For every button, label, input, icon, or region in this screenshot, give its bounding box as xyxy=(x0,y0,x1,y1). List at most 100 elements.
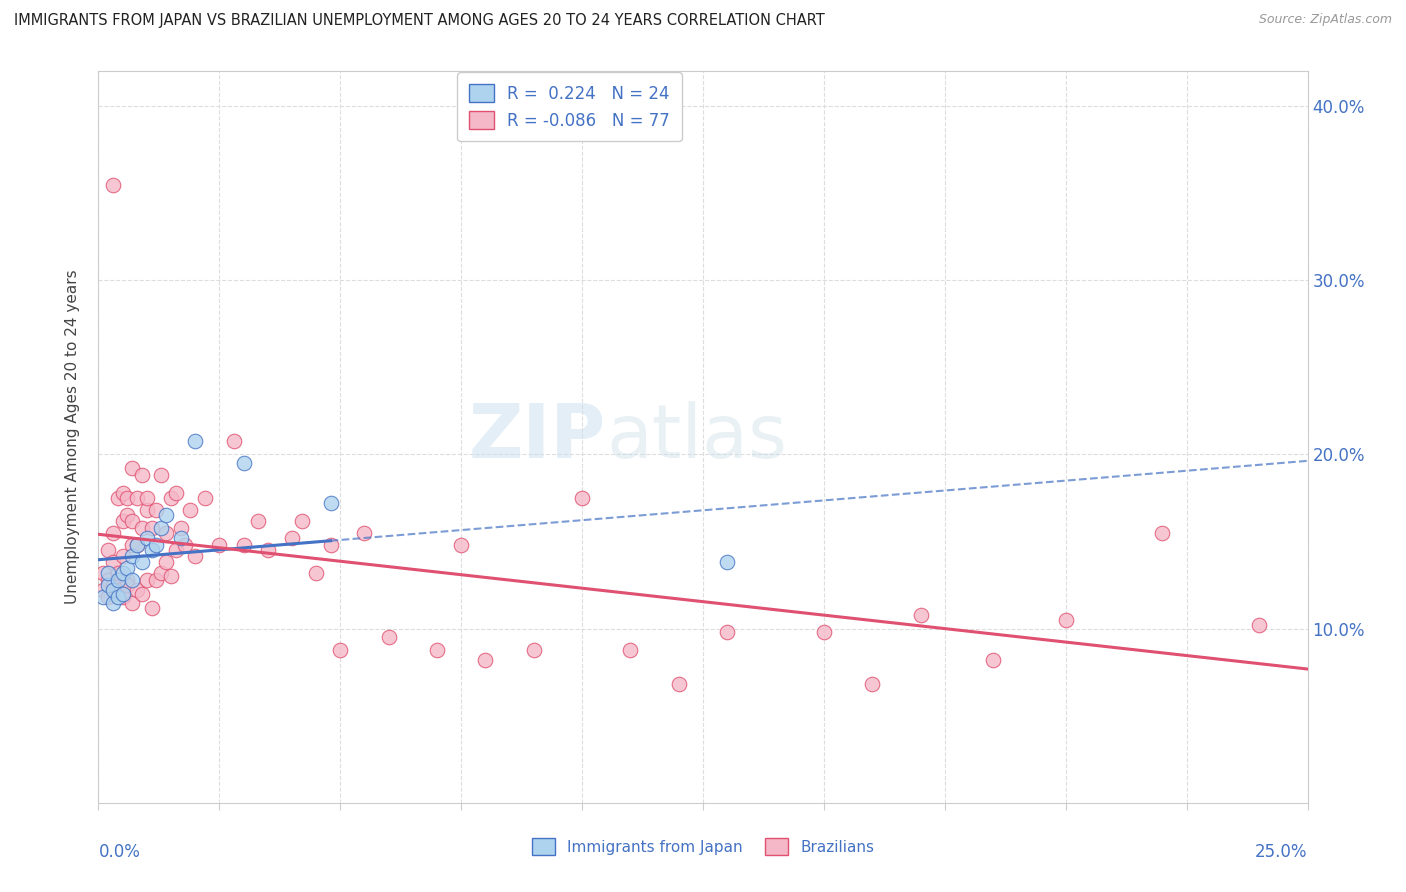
Point xyxy=(165,543,187,558)
Point xyxy=(111,514,134,528)
Point xyxy=(111,591,134,605)
Point xyxy=(131,587,153,601)
Point xyxy=(127,538,149,552)
Point xyxy=(716,556,738,570)
Point xyxy=(450,538,472,552)
Point xyxy=(117,578,139,592)
Text: atlas: atlas xyxy=(606,401,787,474)
Point xyxy=(111,549,134,563)
Point xyxy=(101,578,124,592)
Point xyxy=(131,556,153,570)
Point xyxy=(101,583,124,598)
Point xyxy=(523,642,546,657)
Point xyxy=(165,485,187,500)
Text: ZIP: ZIP xyxy=(470,401,606,474)
Point xyxy=(121,549,143,563)
Point xyxy=(121,595,143,609)
Text: 25.0%: 25.0% xyxy=(1256,843,1308,861)
Point xyxy=(169,531,191,545)
Point xyxy=(179,503,201,517)
Point xyxy=(107,583,129,598)
Point xyxy=(107,566,129,580)
Point xyxy=(160,569,183,583)
Point xyxy=(281,531,304,545)
Point xyxy=(247,514,270,528)
Point xyxy=(305,566,328,580)
Point xyxy=(107,491,129,505)
Point xyxy=(353,525,375,540)
Point xyxy=(716,625,738,640)
Point xyxy=(145,503,167,517)
Legend: Immigrants from Japan, Brazilians: Immigrants from Japan, Brazilians xyxy=(526,832,880,861)
Point xyxy=(97,578,120,592)
Point xyxy=(135,503,157,517)
Point xyxy=(290,514,312,528)
Y-axis label: Unemployment Among Ages 20 to 24 years: Unemployment Among Ages 20 to 24 years xyxy=(65,269,80,605)
Point xyxy=(1054,613,1077,627)
Point xyxy=(184,434,207,448)
Point xyxy=(117,491,139,505)
Point xyxy=(101,178,124,192)
Point xyxy=(222,434,245,448)
Point xyxy=(232,538,254,552)
Point xyxy=(117,508,139,523)
Point xyxy=(150,521,173,535)
Point xyxy=(174,538,197,552)
Point xyxy=(319,538,342,552)
Point xyxy=(1152,525,1174,540)
Point xyxy=(101,525,124,540)
Point xyxy=(91,566,114,580)
Point xyxy=(121,461,143,475)
Point xyxy=(426,642,449,657)
Point xyxy=(155,556,177,570)
Point xyxy=(813,625,835,640)
Point xyxy=(127,538,149,552)
Point xyxy=(111,566,134,580)
Point xyxy=(91,591,114,605)
Point xyxy=(121,573,143,587)
Point xyxy=(329,642,352,657)
Point xyxy=(131,521,153,535)
Point xyxy=(127,491,149,505)
Point xyxy=(107,573,129,587)
Point xyxy=(97,573,120,587)
Point xyxy=(131,468,153,483)
Point xyxy=(117,573,139,587)
Point xyxy=(141,600,163,615)
Text: 0.0%: 0.0% xyxy=(98,843,141,861)
Point xyxy=(184,549,207,563)
Point xyxy=(135,491,157,505)
Point xyxy=(117,560,139,574)
Point xyxy=(141,543,163,558)
Text: Source: ZipAtlas.com: Source: ZipAtlas.com xyxy=(1258,13,1392,27)
Point xyxy=(194,491,217,505)
Point xyxy=(619,642,641,657)
Point xyxy=(1249,618,1271,632)
Point xyxy=(97,543,120,558)
Point xyxy=(319,496,342,510)
Point xyxy=(121,514,143,528)
Point xyxy=(121,538,143,552)
Point xyxy=(145,573,167,587)
Point xyxy=(155,525,177,540)
Point xyxy=(141,521,163,535)
Point xyxy=(111,485,134,500)
Point xyxy=(135,573,157,587)
Point xyxy=(169,521,191,535)
Text: IMMIGRANTS FROM JAPAN VS BRAZILIAN UNEMPLOYMENT AMONG AGES 20 TO 24 YEARS CORREL: IMMIGRANTS FROM JAPAN VS BRAZILIAN UNEMP… xyxy=(14,13,825,29)
Point xyxy=(860,677,883,691)
Point xyxy=(111,587,134,601)
Point xyxy=(97,566,120,580)
Point xyxy=(208,538,231,552)
Point xyxy=(981,653,1004,667)
Point xyxy=(101,556,124,570)
Point xyxy=(668,677,690,691)
Point xyxy=(127,583,149,598)
Point xyxy=(155,508,177,523)
Point xyxy=(91,583,114,598)
Point xyxy=(571,491,593,505)
Point xyxy=(160,491,183,505)
Point xyxy=(150,566,173,580)
Point xyxy=(910,607,932,622)
Point xyxy=(135,531,157,545)
